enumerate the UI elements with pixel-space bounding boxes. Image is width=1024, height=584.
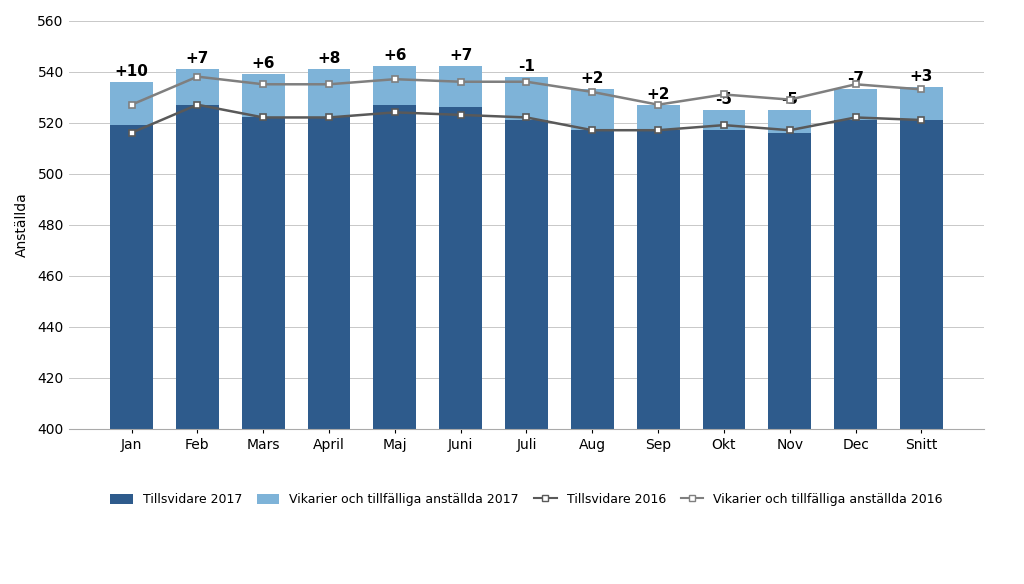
Bar	[768, 133, 811, 429]
Text: +10: +10	[115, 64, 148, 79]
Bar	[835, 120, 877, 429]
Text: +6: +6	[252, 56, 275, 71]
Text: +3: +3	[909, 69, 933, 84]
Bar	[176, 105, 219, 429]
Bar	[900, 120, 943, 429]
Bar	[176, 69, 219, 105]
Legend: Tillsvidare 2017, Vikarier och tillfälliga anställda 2017, Tillsvidare 2016, Vik: Tillsvidare 2017, Vikarier och tillfälli…	[105, 488, 948, 511]
Text: +2: +2	[646, 86, 670, 102]
Bar	[242, 74, 285, 117]
Text: +8: +8	[317, 51, 341, 66]
Bar	[111, 82, 153, 125]
Bar	[307, 69, 350, 117]
Text: +6: +6	[383, 48, 407, 64]
Bar	[374, 105, 416, 429]
Bar	[374, 67, 416, 105]
Bar	[505, 120, 548, 429]
Bar	[505, 77, 548, 120]
Bar	[571, 130, 613, 429]
Bar	[900, 87, 943, 120]
Bar	[835, 89, 877, 120]
Bar	[111, 125, 153, 429]
Y-axis label: Anställda: Anställda	[15, 192, 29, 257]
Bar	[637, 130, 680, 429]
Text: -5: -5	[781, 92, 799, 107]
Bar	[439, 107, 482, 429]
Bar	[702, 110, 745, 130]
Text: -5: -5	[716, 92, 732, 107]
Bar	[702, 130, 745, 429]
Bar	[307, 117, 350, 429]
Text: +7: +7	[449, 48, 472, 64]
Text: -1: -1	[518, 58, 535, 74]
Text: -7: -7	[847, 71, 864, 86]
Text: +2: +2	[581, 71, 604, 86]
Text: +7: +7	[185, 51, 209, 66]
Bar	[439, 67, 482, 107]
Bar	[637, 105, 680, 130]
Bar	[768, 110, 811, 133]
Bar	[242, 117, 285, 429]
Bar	[571, 89, 613, 130]
